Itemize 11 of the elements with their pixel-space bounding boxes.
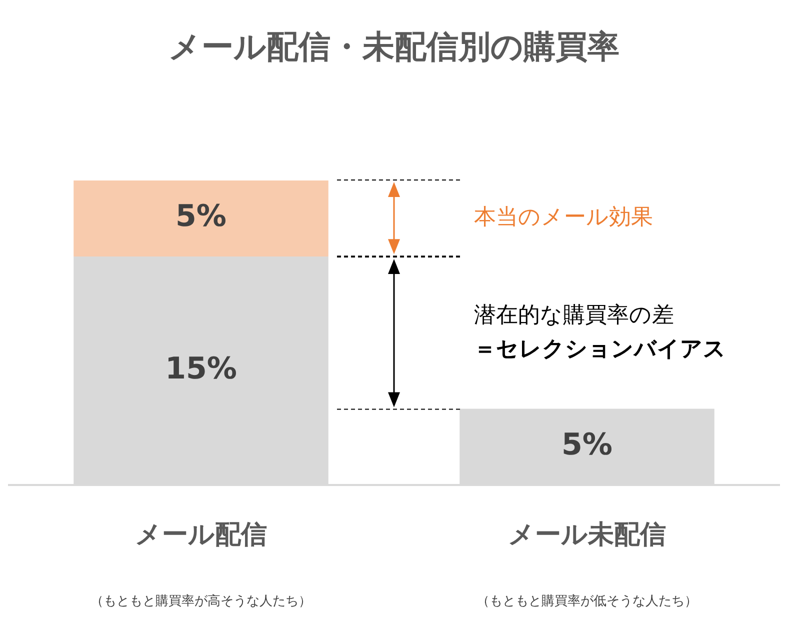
annotation: 潜在的な購買率の差	[474, 302, 675, 330]
x-tick-label: メール配信	[135, 520, 267, 550]
annotation: 本当のメール効果	[474, 204, 653, 232]
annotation: ＝セレクションバイアス	[474, 336, 726, 364]
data-label: 5%	[562, 428, 612, 463]
chart-title: メール配信・未配信別の購買率	[168, 28, 620, 66]
x-tick-label: メール未配信	[508, 520, 666, 550]
data-label: 15%	[165, 351, 237, 386]
data-label: 5%	[176, 199, 226, 234]
text: （もともと購買率が低そうな人たち）	[476, 593, 698, 610]
text: （もともと購買率が高そうな人たち）	[90, 593, 312, 610]
